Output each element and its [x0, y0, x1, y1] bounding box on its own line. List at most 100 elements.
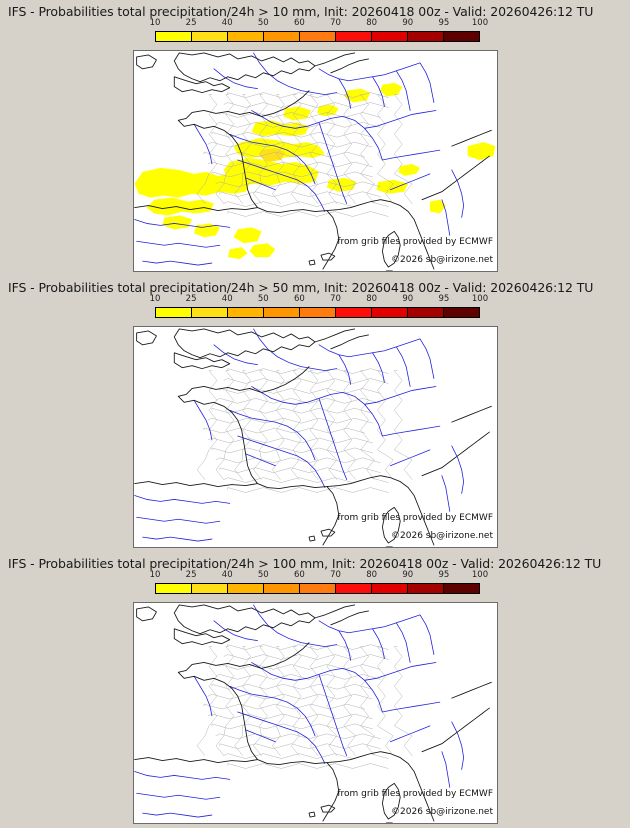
colorbar-swatch-1: [192, 32, 228, 41]
colorbar-swatch-8: [444, 308, 479, 317]
precip-area-15: [398, 163, 421, 176]
colorbar-swatch-0: [156, 584, 192, 593]
river-2: [213, 344, 258, 366]
admin-boundary-1: [223, 378, 389, 384]
admin-boundary-21: [343, 370, 356, 480]
coastline-5: [134, 205, 258, 211]
river-11: [441, 199, 451, 236]
river-13: [136, 792, 221, 800]
precip-area-0: [134, 167, 250, 198]
admin-boundary-22: [360, 94, 375, 204]
admin-boundary-9: [215, 181, 381, 188]
river-20: [419, 614, 435, 655]
coastline-13: [308, 535, 316, 542]
map-canvas-100mm[interactable]: from grib files provided by ECMWF ©2026 …: [133, 602, 498, 824]
admin-boundary-12: [227, 487, 389, 493]
coastline-6: [322, 486, 340, 546]
coastline-15: [330, 334, 369, 350]
admin-boundary-7: [207, 713, 373, 720]
admin-boundary-15: [234, 94, 251, 204]
coastline-8: [421, 155, 490, 201]
coastline-7: [326, 751, 435, 822]
admin-boundary-7: [207, 161, 373, 168]
admin-boundary-6: [203, 151, 365, 158]
colorbar-swatch-2: [228, 584, 264, 593]
colorbar-swatch-8: [444, 584, 479, 593]
river-4: [229, 409, 316, 461]
colorbar-10mm: 10 25 40 50 60 70 80 90 95 100: [150, 18, 488, 44]
map-canvas-10mm[interactable]: from grib files provided by ECMWF ©2026 …: [133, 50, 498, 272]
colorbar-ticks: 10 25 40 50 60 70 80 90 95 100: [150, 294, 489, 306]
coastline-9: [451, 405, 492, 423]
admin-boundary-16: [253, 370, 268, 480]
river-7: [364, 386, 437, 405]
precip-area-7: [251, 120, 310, 137]
admin-boundary-22: [360, 370, 375, 480]
admin-boundary-1: [223, 654, 389, 660]
admin-boundary-14: [215, 94, 234, 204]
admin-boundary-19: [309, 646, 319, 756]
admin-boundary-4: [211, 132, 373, 138]
colorbar-swatch-3: [264, 584, 300, 593]
colorbar-swatch-7: [408, 32, 444, 41]
colorbar-swatch-6: [372, 308, 408, 317]
river-15: [193, 123, 213, 165]
river-8: [381, 425, 441, 437]
precip-area-6: [259, 148, 286, 162]
river-6: [318, 121, 348, 205]
admin-boundary-21: [343, 94, 356, 204]
admin-boundary-6: [203, 427, 365, 434]
coastline-6: [322, 762, 340, 822]
coastline-8: [421, 707, 490, 753]
river-9: [389, 449, 431, 467]
admin-boundary-5: [207, 417, 373, 424]
colorbar-swatch-4: [300, 32, 336, 41]
colorbar-tick-60: 60: [294, 294, 305, 304]
admin-boundary-7: [207, 437, 373, 444]
river-17: [338, 78, 352, 109]
admin-boundary-22: [360, 646, 375, 756]
river-16: [245, 453, 276, 467]
river-15: [193, 399, 213, 441]
colorbar-swatch-4: [300, 584, 336, 593]
colorbar-gradient: [155, 31, 480, 42]
river-8: [381, 149, 441, 161]
panel-title: IFS - Probabilities total precipitation/…: [8, 4, 594, 19]
river-5: [237, 435, 326, 488]
coastline-3: [191, 642, 310, 669]
river-12: [134, 495, 231, 504]
colorbar-tick-50: 50: [257, 18, 269, 28]
coastline-15: [330, 58, 369, 74]
river-14: [142, 260, 213, 266]
colorbar-tick-100: 100: [471, 570, 489, 580]
coastline-8: [421, 431, 490, 477]
map-svg: [134, 328, 492, 547]
colorbar-tick-95: 95: [438, 294, 450, 304]
admin-boundary-19: [309, 370, 319, 480]
colorbar-tick-90: 90: [402, 18, 414, 28]
colorbar-swatch-7: [408, 584, 444, 593]
colorbar-gradient: [155, 307, 480, 318]
panel-title: IFS - Probabilities total precipitation/…: [8, 556, 602, 571]
colorbar-swatch-5: [336, 584, 372, 593]
colorbar-swatch-3: [264, 308, 300, 317]
colorbar-swatch-2: [228, 32, 264, 41]
admin-boundary-4: [211, 684, 373, 690]
coastline-10: [381, 230, 401, 268]
colorbar-tick-25: 25: [185, 18, 197, 28]
map-canvas-50mm[interactable]: from grib files provided by ECMWF ©2026 …: [133, 326, 498, 548]
admin-boundary-20: [326, 94, 338, 204]
river-19: [395, 70, 411, 111]
colorbar-tick-80: 80: [366, 570, 378, 580]
river-20: [419, 62, 435, 103]
map-geography: [134, 52, 492, 271]
colorbar-tick-40: 40: [221, 570, 233, 580]
coastline-9: [451, 681, 492, 699]
admin-boundary-0: [227, 92, 389, 98]
river-18: [372, 76, 385, 107]
admin-boundary-5: [207, 141, 373, 148]
coastline-2: [136, 606, 157, 622]
river-10: [451, 169, 465, 218]
coastline-13: [308, 259, 316, 266]
river-7: [364, 110, 437, 129]
